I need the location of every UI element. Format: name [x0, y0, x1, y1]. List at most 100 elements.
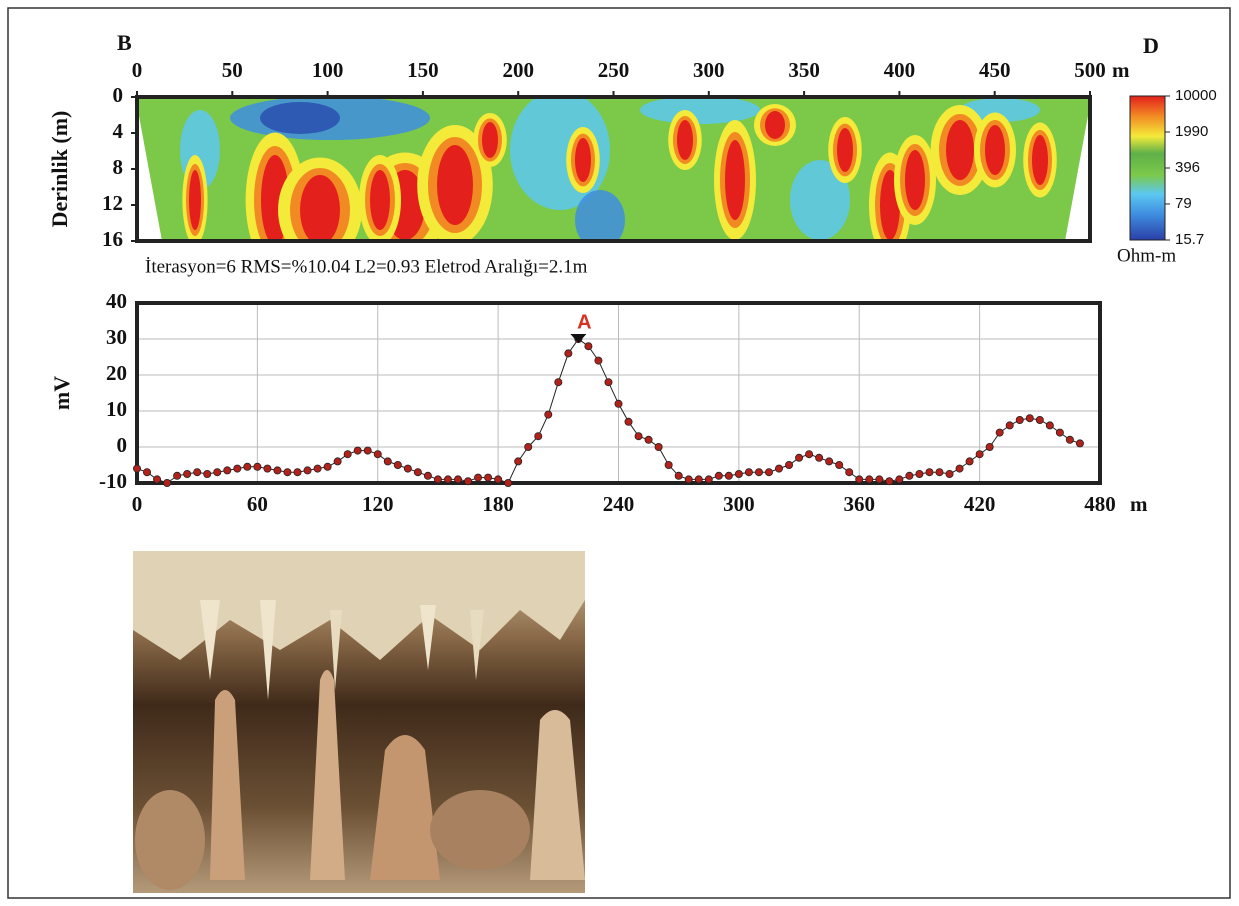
- sp-point: [213, 468, 222, 477]
- x-tick-label: 450: [979, 58, 1011, 82]
- sp-point: [363, 446, 372, 455]
- x-tick-label: 400: [884, 58, 916, 82]
- sp-point: [243, 462, 252, 471]
- x-tick-label: 120: [362, 492, 394, 516]
- contour: [790, 160, 850, 240]
- sp-point: [785, 460, 794, 469]
- y-axis-label: mV: [49, 376, 74, 410]
- sp-point: [313, 464, 322, 473]
- contour: [260, 102, 340, 134]
- frame: [7, 7, 1231, 899]
- x-tick-label: 250: [598, 58, 630, 82]
- sp-point: [895, 475, 904, 484]
- x-tick-label: 420: [964, 492, 996, 516]
- y-tick-label: 40: [106, 289, 127, 313]
- photo: [133, 551, 585, 893]
- contour: [946, 120, 974, 180]
- annotation-marker: [570, 334, 587, 343]
- x-tick-label: 480: [1084, 492, 1116, 516]
- end-label: D: [1143, 33, 1159, 58]
- sp-point: [1025, 414, 1034, 423]
- sp-point: [303, 466, 312, 475]
- sp-point: [634, 432, 643, 441]
- sp-point: [132, 464, 141, 473]
- sp-point: [925, 468, 934, 477]
- sp-point: [865, 475, 874, 484]
- colorbar-label: Ohm-m: [1117, 245, 1176, 266]
- sp-point: [795, 453, 804, 462]
- x-tick-label: 0: [132, 492, 143, 516]
- sp-point: [815, 453, 824, 462]
- sp-point: [143, 468, 152, 477]
- contour: [370, 170, 390, 230]
- sp-point: [594, 356, 603, 365]
- sp-point: [173, 471, 182, 480]
- sp-point: [855, 475, 864, 484]
- sp-point: [183, 469, 192, 478]
- sp-point: [754, 468, 763, 477]
- sp-point: [293, 468, 302, 477]
- sp-point: [1005, 421, 1014, 430]
- sp-point: [1045, 421, 1054, 430]
- x-tick-label: 240: [603, 492, 635, 516]
- sp-point: [624, 417, 633, 426]
- sp-point: [965, 457, 974, 466]
- sp-point: [975, 450, 984, 459]
- x-unit: m: [1130, 492, 1148, 516]
- sp-point: [664, 460, 673, 469]
- section-fill: [137, 97, 1090, 241]
- x-tick-label: 200: [502, 58, 534, 82]
- sp-point: [433, 475, 442, 484]
- contour: [905, 150, 925, 210]
- sp-point: [423, 471, 432, 480]
- sp-point: [955, 464, 964, 473]
- sp-point: [704, 475, 713, 484]
- sp-point: [654, 442, 663, 451]
- contour: [837, 128, 853, 172]
- sp-point: [935, 468, 944, 477]
- contour: [482, 122, 498, 158]
- sp-point: [694, 475, 703, 484]
- sp-point: [604, 378, 613, 387]
- sp-point: [283, 468, 292, 477]
- y-tick-label: 20: [106, 361, 127, 385]
- sp-point: [544, 410, 553, 419]
- sp-point: [524, 442, 533, 451]
- colorbar-tick-label: 396: [1175, 159, 1200, 176]
- contour: [575, 138, 591, 182]
- x-tick-label: 500: [1074, 58, 1106, 82]
- contour: [300, 175, 340, 241]
- y-axis-label: Derinlik (m): [47, 111, 72, 228]
- sp-point: [413, 468, 422, 477]
- sp-point: [223, 466, 232, 475]
- sp-point: [724, 471, 733, 480]
- sp-point: [474, 473, 483, 482]
- y-tick-label: 4: [113, 119, 124, 143]
- y-tick-label: 12: [102, 191, 123, 215]
- sp-point: [584, 342, 593, 351]
- x-tick-label: 150: [407, 58, 439, 82]
- sp-point: [393, 460, 402, 469]
- sp-point: [484, 473, 493, 482]
- sp-point: [915, 469, 924, 478]
- contour: [765, 111, 785, 139]
- x-tick-label: 50: [222, 58, 243, 82]
- sp-point: [674, 471, 683, 480]
- sp-point: [534, 432, 543, 441]
- sp-point: [343, 450, 352, 459]
- sp-point: [1015, 415, 1024, 424]
- colorbar-tick-label: 15.7: [1175, 231, 1204, 248]
- plot-border: [135, 301, 1102, 485]
- y-tick-label: 0: [113, 83, 124, 107]
- contour: [575, 190, 625, 241]
- sp-point: [564, 349, 573, 358]
- sp-point: [383, 457, 392, 466]
- sp-point: [323, 462, 332, 471]
- sp-point: [985, 442, 994, 451]
- x-tick-label: 300: [693, 58, 725, 82]
- sp-point: [464, 477, 473, 486]
- sp-point: [805, 450, 814, 459]
- contour: [960, 98, 1040, 122]
- colorbar-tick-label: 10000: [1175, 87, 1217, 104]
